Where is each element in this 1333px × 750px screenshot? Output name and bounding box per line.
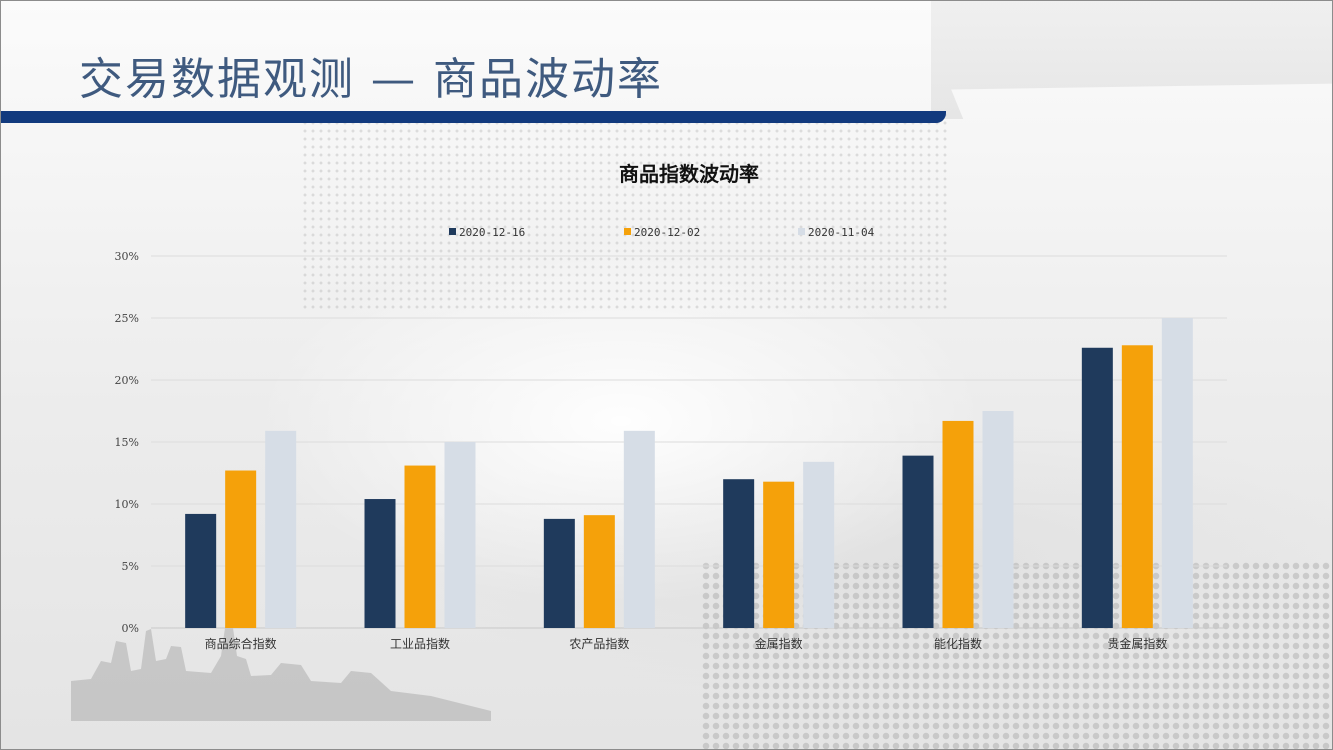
- legend-swatch: [449, 228, 456, 235]
- bar: [1161, 318, 1193, 628]
- bar: [404, 465, 436, 628]
- x-tick-label: 农产品指数: [569, 636, 629, 651]
- bar: [583, 515, 615, 628]
- x-tick-label: 能化指数: [934, 636, 982, 651]
- bar: [543, 518, 575, 628]
- legend-label: 2020-12-16: [459, 226, 525, 239]
- x-tick-label: 金属指数: [755, 636, 803, 651]
- bar: [723, 479, 755, 628]
- bar: [763, 481, 795, 628]
- bar: [982, 411, 1014, 628]
- bar: [1081, 347, 1113, 628]
- x-tick-label: 工业品指数: [390, 636, 450, 651]
- bar: [225, 470, 257, 628]
- y-tick-label: 15%: [115, 436, 139, 449]
- bar: [803, 461, 835, 628]
- page-title: 交易数据观测 — 商品波动率: [79, 54, 663, 105]
- bar: [902, 455, 934, 628]
- legend-label: 2020-12-02: [634, 226, 700, 239]
- y-tick-label: 5%: [122, 560, 139, 573]
- y-tick-label: 0%: [122, 622, 139, 635]
- title-underline-bar: [1, 111, 946, 123]
- bar: [185, 513, 217, 628]
- legend-swatch: [798, 228, 805, 235]
- bar: [623, 430, 655, 628]
- y-tick-label: 20%: [115, 374, 139, 387]
- legend-swatch: [624, 228, 631, 235]
- city-skyline-graphic: [71, 601, 491, 721]
- y-tick-label: 30%: [115, 250, 139, 263]
- world-map-dots: [301, 111, 951, 311]
- x-tick-label: 商品综合指数: [205, 636, 277, 651]
- y-tick-label: 25%: [115, 312, 139, 325]
- legend-label: 2020-11-04: [808, 226, 875, 239]
- bar: [444, 442, 476, 628]
- y-tick-label: 10%: [115, 498, 139, 511]
- bar: [942, 420, 974, 628]
- chart-title: 商品指数波动率: [619, 162, 759, 186]
- x-tick-label: 贵金属指数: [1107, 636, 1167, 651]
- bar: [265, 430, 297, 628]
- bar: [1121, 345, 1153, 628]
- bar: [364, 499, 396, 628]
